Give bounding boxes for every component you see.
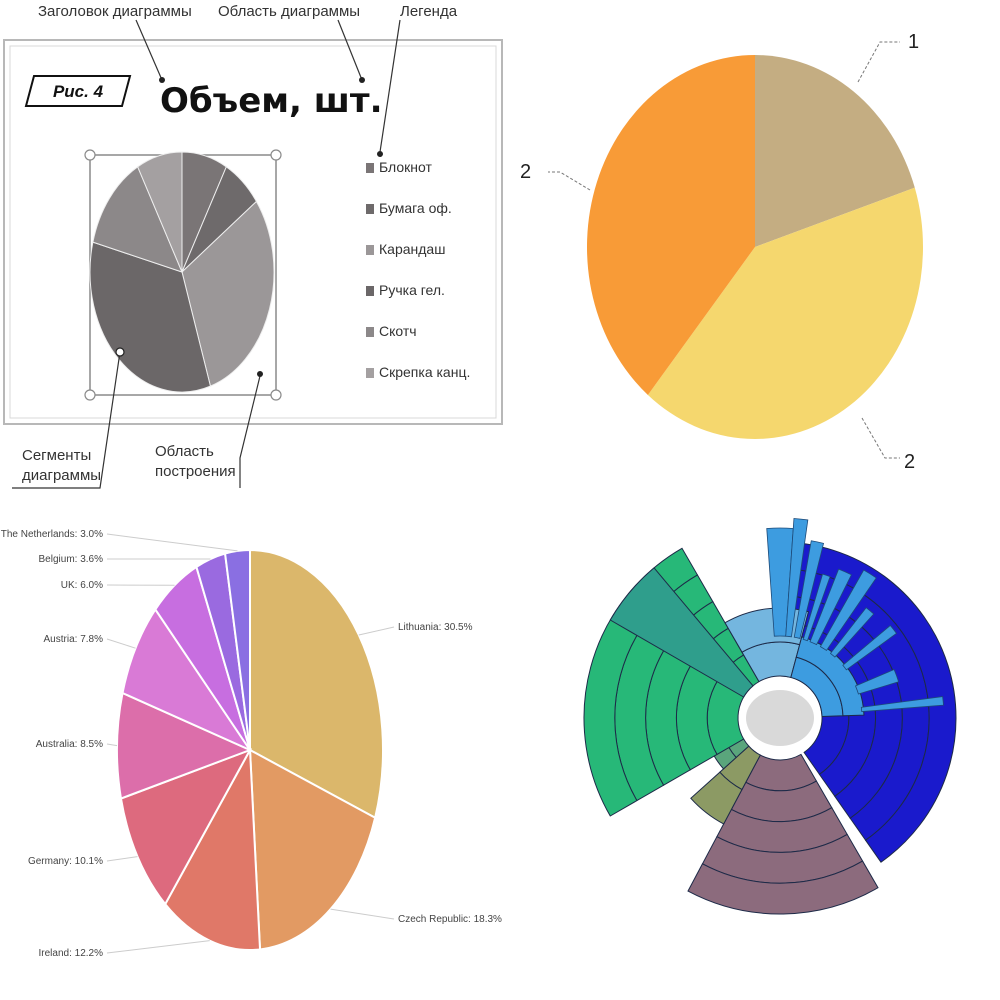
figure-label-box: [24, 75, 132, 107]
pie1-slice-3: [181, 200, 275, 387]
callout-chart-title: Заголовок диаграммы: [38, 3, 192, 20]
chart1-title: Объем, шт.: [160, 81, 383, 121]
figure-label: Рис. 4: [53, 82, 104, 101]
sunburst-chart: [583, 518, 957, 915]
sunburst-spike-10: [860, 696, 944, 712]
legend-item-3: Карандаш: [379, 241, 445, 257]
pie3-leader-line: [358, 626, 395, 636]
legend-item-2: Бумага оф.: [379, 200, 452, 216]
pie3-leader-line: [106, 940, 210, 954]
sunburst-segment-6-ring-1: [609, 567, 754, 698]
pie2-label-2b: 2: [904, 451, 915, 473]
chart-area-inner-frame: [9, 45, 497, 419]
pie3-slice-lithuania: [249, 548, 384, 820]
pie2-label-2a: 2: [520, 161, 531, 183]
country-pie-panel: Lithuania: 30.5% Czech Republic: 18.3% Ire…: [1, 529, 502, 959]
plot-area-handles: [84, 149, 282, 401]
callout-plot-area-line2: построения: [155, 463, 236, 480]
pie3-label-uk: UK: 6.0%: [61, 580, 103, 591]
callout-leaders: [12, 19, 401, 489]
pie3-label-the-netherlands: The Netherlands: 3.0%: [1, 529, 103, 540]
legend-item-1: Блокнот: [379, 159, 432, 175]
callout-segments-line1: Сегменты: [22, 447, 91, 464]
segment-callout-dot: [115, 347, 125, 357]
pie3-leader-line: [106, 743, 118, 747]
legend-swatch: [366, 204, 374, 214]
callout-legend: Легенда: [400, 3, 458, 20]
pie3-labels: Lithuania: 30.5% Czech Republic: 18.3% Ire…: [1, 529, 502, 959]
pie-chart-3: [116, 548, 384, 951]
pie3-label-austria: Austria: 7.8%: [44, 634, 104, 645]
sunburst-spike-8: [842, 624, 898, 671]
pie1-slice-5: [92, 166, 183, 273]
legend-swatch: [366, 163, 374, 173]
callout-segments-line2: диаграммы: [22, 467, 101, 484]
pie3-label-australia: Australia: 8.5%: [36, 739, 103, 750]
legend-swatch: [366, 327, 374, 337]
pie3-leader-line: [330, 908, 395, 920]
sunburst-spike-2: [785, 518, 809, 638]
pie3-slice-austria: [121, 607, 253, 753]
pie3-slice-germany: [119, 748, 253, 906]
sunburst-center: [746, 690, 814, 746]
legend-swatch: [366, 245, 374, 255]
sunburst-panel: [583, 518, 957, 915]
pie3-slice-australia: [116, 691, 253, 800]
callout-chart-area: Область диаграммы: [218, 3, 360, 20]
sunburst-segment-1-ring-5: [779, 541, 957, 863]
pie3-label-ireland: Ireland: 12.2%: [39, 948, 104, 959]
pie2-slice-1: [755, 55, 915, 247]
pie2-label-1: 1: [908, 31, 919, 53]
callout-plot-area-line1: Область: [155, 443, 214, 460]
sunburst-segment-3-ring-2: [690, 771, 743, 825]
sunburst-spike-4: [802, 573, 831, 642]
pie3-label-belgium: Belgium: 3.6%: [39, 554, 104, 565]
pie2-slice-2: [647, 187, 923, 439]
numbered-pie-panel: 1 2 2: [520, 31, 923, 473]
pie3-leader-line: [106, 856, 138, 862]
sunburst-spike-6: [819, 569, 877, 651]
sunburst-segment-2-ring-5: [687, 860, 879, 915]
legend-item-5: Скотч: [379, 323, 417, 339]
pie2-slice-3: [587, 54, 755, 395]
legend-item-6: Скрепка канц.: [379, 364, 470, 380]
sunburst-segment-5-ring-5: [583, 547, 699, 817]
chart1-legend: Блокнот Бумага оф. Карандаш Ручка гел. Скотч…: [366, 159, 470, 380]
legend-swatch: [366, 368, 374, 378]
legend-item-4: Ручка гел.: [379, 282, 445, 298]
pie3-label-germany: Germany: 10.1%: [28, 856, 103, 867]
pie3-leader-line: [106, 638, 136, 649]
pie3-slice-czech-republic: [248, 748, 377, 951]
sunburst-spike-5: [809, 568, 852, 646]
pie2-leaders: [548, 41, 900, 459]
pie3-leader-line: [106, 533, 238, 552]
sunburst-spike-3: [793, 540, 825, 639]
pie1-slice-6: [137, 151, 183, 273]
legend-swatch: [366, 286, 374, 296]
pie3-label-czech-republic: Czech Republic: 18.3%: [398, 914, 502, 925]
pie-chart-2: [587, 54, 923, 439]
anatomy-panel: Рис. 4 Объем, шт. Блокнот Бумага оф. Каран…: [3, 3, 503, 489]
sunburst-segment-8-ring-2: [795, 636, 865, 717]
sunburst-spike-9: [854, 669, 900, 695]
pie3-label-lithuania: Lithuania: 30.5%: [398, 622, 473, 633]
sunburst-spike-7: [829, 607, 875, 658]
callout-dots: [159, 77, 383, 377]
pie-chart-1: [89, 151, 275, 393]
